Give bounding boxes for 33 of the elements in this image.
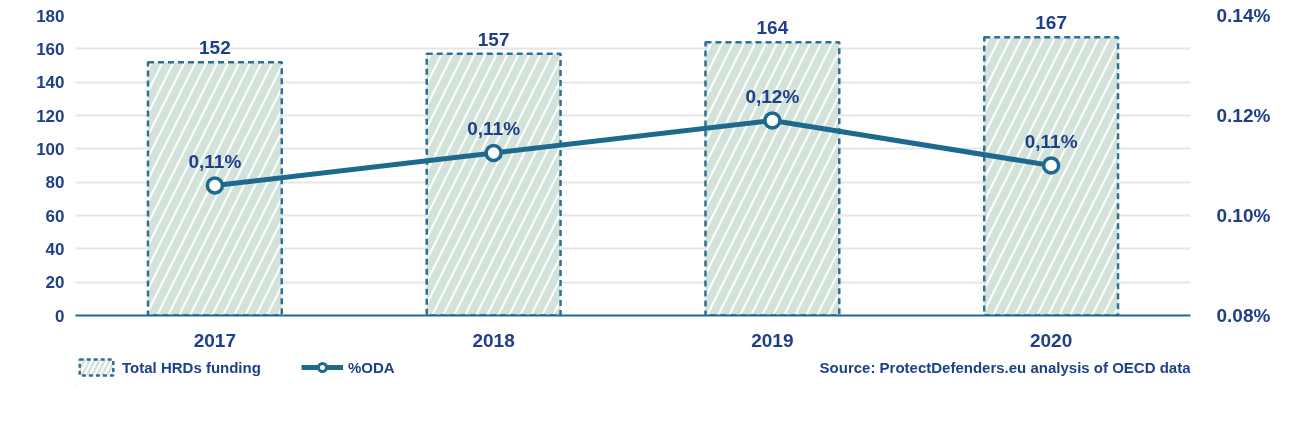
data-label: 0,12% [745,85,800,107]
point [1041,156,1061,175]
y-tick-label: 20 [45,273,65,293]
x-tick-label: 2017 [193,329,237,351]
y2-tick-label: 0.12% [1216,105,1271,126]
y-tick-label: 120 [36,106,65,126]
y-tick-label: 180 [36,6,65,26]
point [484,143,503,163]
y2-tick-label: 0.08% [1216,305,1271,326]
data-label: 0,11% [1024,130,1078,152]
x-tick-label: 2020 [1029,329,1073,351]
point [205,176,225,195]
y-tick-label: 60 [45,206,65,226]
y-tick-label: 140 [36,73,65,93]
x-tick-label: 2019 [751,329,794,351]
legend-label: Total HRDs funding [122,358,261,376]
point [763,111,782,130]
data-label: 0,11% [467,118,521,139]
data-label: 167 [1035,12,1067,34]
data-label: 152 [199,37,231,59]
y2-tick-label: 0.14% [1216,5,1271,26]
data-label: 164 [756,17,789,39]
y-tick-label: 40 [45,239,65,259]
x-tick-label: 2018 [472,329,515,351]
data-label: 0,11% [188,150,242,172]
y-tick-label: 100 [36,139,65,159]
legend-label: %ODA [347,358,395,376]
y2-tick-label: 0.10% [1216,205,1271,226]
y-tick-label: 160 [36,39,65,59]
source-note: Source: ProtectDefenders.eu analysis of OECD data [819,359,1192,376]
data-label: 157 [477,28,510,50]
y-tick-label: 0 [55,306,65,326]
y-tick-label: 80 [45,173,65,193]
